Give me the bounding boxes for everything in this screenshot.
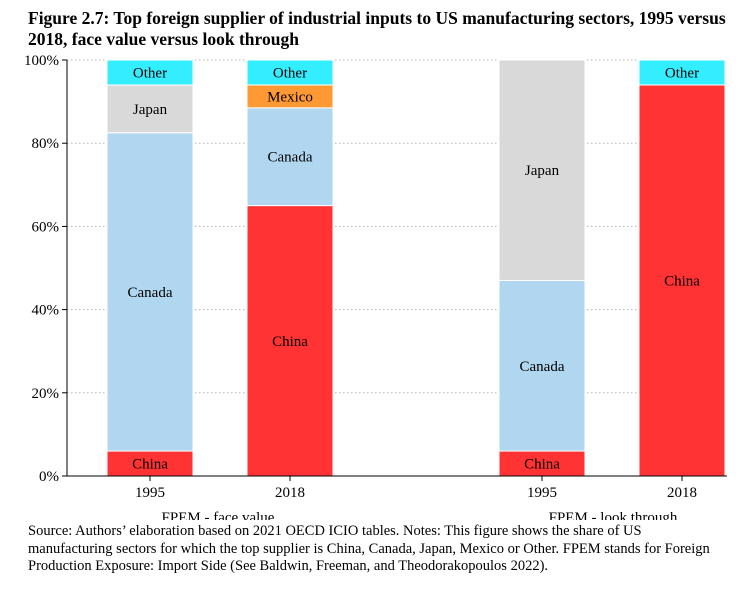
source-note: Source: Authors’ elaboration based on 20… xyxy=(28,523,710,574)
segment-label: Other xyxy=(273,65,307,81)
bars-layer: China Canada Japan Other China Canada Mexico Ot… xyxy=(106,59,726,477)
y-tick-label: 80% xyxy=(32,136,60,152)
segment-label: China xyxy=(524,457,560,473)
bar-segment-other xyxy=(246,59,334,86)
x-tick-label: 2018 xyxy=(275,485,305,501)
segment-label: Canada xyxy=(268,150,313,166)
segment-label: Canada xyxy=(128,285,173,301)
group-label: FPEM - look through xyxy=(549,510,678,520)
segment-label: China xyxy=(272,334,308,350)
segment-label: Canada xyxy=(520,359,565,375)
group-label: FPEM - face value xyxy=(162,510,275,520)
y-tick-label: 0% xyxy=(39,469,59,485)
x-tick-label: 2018 xyxy=(667,485,697,501)
segment-label: China xyxy=(664,273,700,289)
bar-segment-japan xyxy=(498,59,586,281)
y-tick-label: 100% xyxy=(24,53,59,69)
y-tick-label: 20% xyxy=(32,386,60,402)
y-tick-label: 60% xyxy=(32,219,60,235)
segment-label: China xyxy=(132,457,168,473)
segment-label: Japan xyxy=(133,102,168,118)
bar-segment-china xyxy=(106,450,194,477)
segment-label: Other xyxy=(133,65,167,81)
bar-segment-other xyxy=(106,59,194,86)
bar-segment-china xyxy=(638,84,726,477)
segment-label: Japan xyxy=(525,163,560,179)
bar-segment-japan xyxy=(106,84,194,134)
segment-label: Mexico xyxy=(267,89,313,105)
stacked-bar-chart: China Canada Japan Other China Canada Mexico Ot… xyxy=(24,53,727,520)
x-tick-label: 1995 xyxy=(527,485,557,501)
x-tick-label: 1995 xyxy=(135,485,165,501)
bar-segment-other xyxy=(638,59,726,86)
bar-segment-canada xyxy=(106,132,194,452)
y-tick-label: 40% xyxy=(32,303,60,319)
figure-title: Figure 2.7: Top foreign supplier of indu… xyxy=(28,8,726,49)
segment-label: Other xyxy=(665,65,699,81)
